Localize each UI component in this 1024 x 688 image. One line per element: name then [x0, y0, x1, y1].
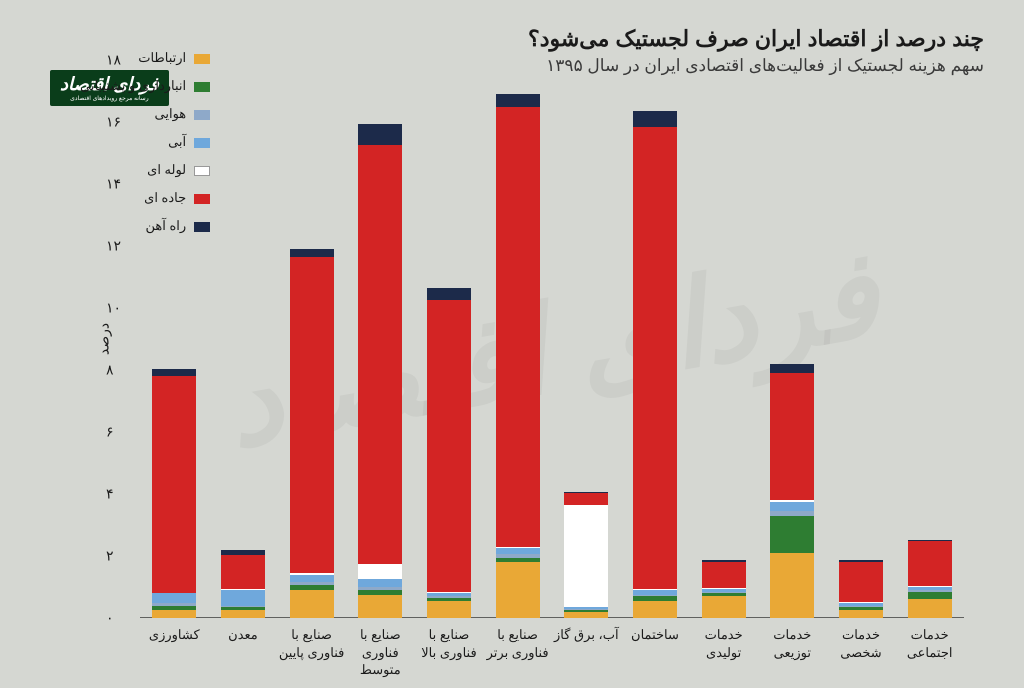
- x-label: صنایع با فناوری متوسط: [346, 618, 415, 679]
- segment-rail: [152, 369, 196, 377]
- segment-road: [358, 145, 402, 563]
- segment-ware: [770, 516, 814, 553]
- segment-pipe: [358, 564, 402, 579]
- bar-group: خدمات اجتماعی: [895, 60, 964, 618]
- bar-group: خدمات تولیدی: [689, 60, 758, 618]
- segment-comm: [633, 601, 677, 618]
- x-label: خدمات توزیعی: [758, 618, 827, 661]
- plot-area: فردای اقتصاد درصد کشاورزیمعدنصنایع با فن…: [140, 60, 964, 618]
- bar-group: صنایع با فناوری برتر: [483, 60, 552, 618]
- segment-comm: [770, 553, 814, 618]
- y-tick: ۱۸: [106, 52, 121, 69]
- bar-group: ساختمان: [621, 60, 690, 618]
- bar-stack: [427, 288, 471, 618]
- bar-group: صنایع با فناوری بالا: [415, 60, 484, 618]
- segment-road: [152, 376, 196, 593]
- bar-stack: [152, 368, 196, 618]
- y-tick: ۸: [106, 362, 114, 379]
- bar-stack: [770, 364, 814, 618]
- x-label: کشاورزی: [140, 618, 209, 644]
- segment-road: [427, 300, 471, 591]
- bar-stack: [290, 249, 334, 618]
- y-tick: ۱۰: [106, 300, 121, 317]
- x-label: معدن: [209, 618, 278, 644]
- segment-pipe: [564, 505, 608, 607]
- segment-comm: [702, 596, 746, 618]
- x-label: خدمات تولیدی: [689, 618, 758, 661]
- x-label: آب، برق گاز: [552, 618, 621, 644]
- segment-water: [770, 502, 814, 511]
- bar-group: کشاورزی: [140, 60, 209, 618]
- segment-comm: [221, 610, 265, 618]
- bar-stack: [633, 111, 677, 618]
- segment-road: [839, 562, 883, 602]
- bar-stack: [358, 124, 402, 618]
- segment-road: [770, 373, 814, 500]
- y-tick: ۱۴: [106, 176, 121, 193]
- segment-road: [633, 127, 677, 589]
- segment-water: [358, 579, 402, 587]
- bar-stack: [908, 540, 952, 618]
- bar-stack: [702, 560, 746, 618]
- y-tick: ۴: [106, 486, 114, 503]
- segment-road: [908, 541, 952, 586]
- segment-rail: [358, 124, 402, 146]
- segment-road: [564, 493, 608, 505]
- bar-stack: [221, 550, 265, 618]
- x-label: صنایع با فناوری برتر: [483, 618, 552, 661]
- y-tick: ۱۲: [106, 238, 121, 255]
- segment-water: [221, 590, 265, 605]
- segment-rail: [290, 249, 334, 257]
- y-tick: ۰: [106, 610, 114, 627]
- x-label: صنایع با فناوری بالا: [415, 618, 484, 661]
- segment-rail: [770, 364, 814, 373]
- segment-rail: [633, 111, 677, 126]
- bar-stack: [496, 94, 540, 618]
- segment-ware: [908, 592, 952, 600]
- segment-comm: [152, 610, 196, 618]
- segment-water: [152, 593, 196, 602]
- segment-road: [702, 562, 746, 588]
- bar-stack: [839, 560, 883, 618]
- segment-water: [290, 575, 334, 583]
- y-tick: ۲: [106, 548, 114, 565]
- y-tick: ۱۶: [106, 114, 121, 131]
- bar-group: معدن: [209, 60, 278, 618]
- bar-group: آب، برق گاز: [552, 60, 621, 618]
- segment-comm: [427, 601, 471, 618]
- y-tick: ۶: [106, 424, 114, 441]
- x-label: خدمات شخصی: [827, 618, 896, 661]
- segment-road: [290, 257, 334, 573]
- bar-group: صنایع با فناوری متوسط: [346, 60, 415, 618]
- segment-road: [496, 107, 540, 547]
- segment-rail: [427, 288, 471, 300]
- segment-comm: [290, 590, 334, 618]
- segment-comm: [839, 610, 883, 618]
- chart-title: چند درصد از اقتصاد ایران صرف لجستیک می‌ش…: [40, 26, 984, 52]
- segment-comm: [496, 562, 540, 618]
- bar-group: خدمات شخصی: [827, 60, 896, 618]
- x-label: صنایع با فناوری پایین: [277, 618, 346, 661]
- segment-road: [221, 555, 265, 589]
- segment-comm: [908, 599, 952, 618]
- bars-container: کشاورزیمعدنصنایع با فناوری پایینصنایع با…: [140, 60, 964, 618]
- x-label: خدمات اجتماعی: [895, 618, 964, 661]
- bar-group: خدمات توزیعی: [758, 60, 827, 618]
- bar-group: صنایع با فناوری پایین: [277, 60, 346, 618]
- segment-rail: [496, 94, 540, 106]
- x-label: ساختمان: [621, 618, 690, 644]
- bar-stack: [564, 492, 608, 618]
- y-axis-label: درصد: [96, 323, 113, 355]
- segment-comm: [358, 595, 402, 618]
